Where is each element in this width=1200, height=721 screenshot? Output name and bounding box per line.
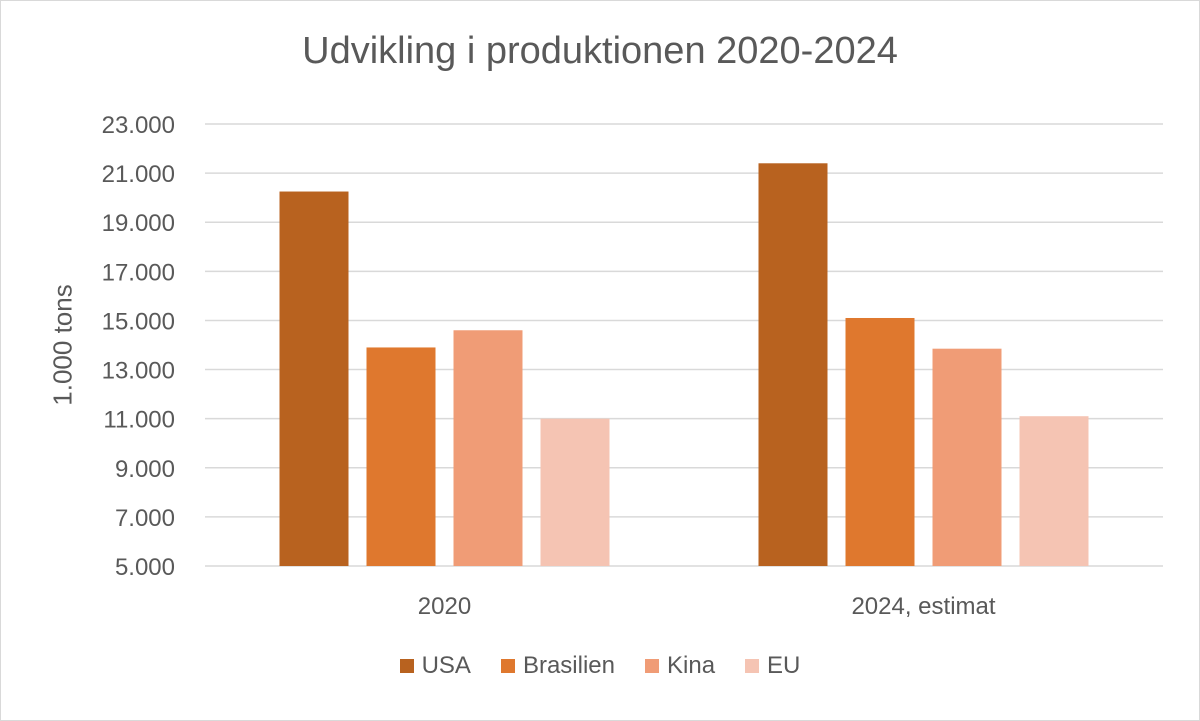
x-category-label: 2020: [418, 593, 471, 620]
bar-eu-1: [1019, 416, 1089, 566]
y-tick-label: 21.000: [102, 161, 175, 188]
y-tick-label: 13.000: [102, 358, 175, 385]
bar-kina-0: [453, 330, 523, 566]
legend-swatch: [399, 659, 414, 673]
legend-swatch: [500, 659, 515, 673]
bar-brasilien-0: [366, 347, 436, 566]
legend-item: Kina: [645, 652, 715, 680]
bar-eu-0: [540, 418, 610, 566]
y-tick-label: 5.000: [115, 554, 175, 581]
chart-title: Udvikling i produktionen 2020-2024: [302, 30, 898, 72]
bar-kina-1: [932, 348, 1002, 566]
legend-item: EU: [745, 652, 800, 680]
legend-label: EU: [767, 652, 801, 679]
bar-usa-0: [279, 191, 349, 566]
bar-brasilien-1: [845, 317, 915, 566]
y-tick-label: 23.000: [102, 112, 175, 139]
legend-item: Brasilien: [500, 652, 615, 680]
legend-swatch: [645, 659, 659, 673]
y-tick-label: 9.000: [115, 456, 175, 483]
legend-label: USA: [421, 652, 471, 679]
y-tick-label: 7.000: [115, 505, 175, 532]
legend-item: USA: [399, 652, 471, 680]
legend-swatch: [745, 659, 760, 673]
legend-label: Kina: [667, 652, 716, 679]
legend: USA Brasilien Kina EU: [0, 652, 1200, 680]
legend-label: Brasilien: [522, 652, 615, 679]
x-category-label: 2024, estimat: [851, 593, 995, 620]
y-tick-label: 17.000: [102, 259, 175, 286]
y-tick-label: 15.000: [102, 308, 175, 335]
y-tick-label: 19.000: [102, 210, 175, 237]
y-tick-label: 11.000: [103, 407, 175, 434]
bar-usa-1: [758, 163, 828, 567]
